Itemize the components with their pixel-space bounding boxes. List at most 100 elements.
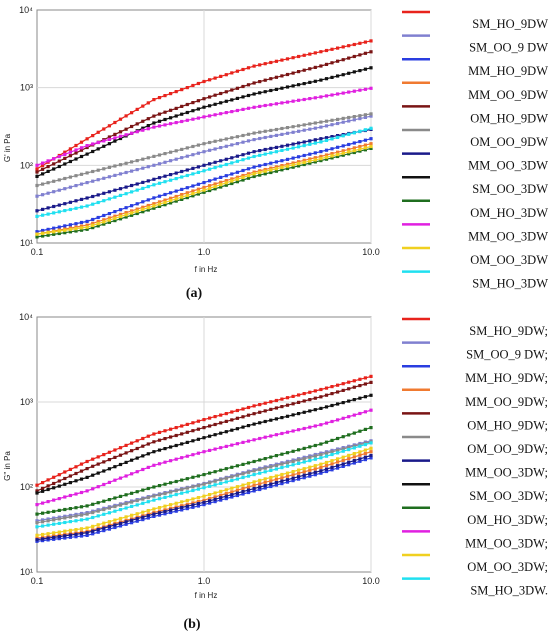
legend-label: SM_OO_3DW <box>472 182 548 196</box>
plot-a-tick-labels: 0.1 1.0 10.0 10¹ 10² 10³ 10⁴ <box>19 5 380 257</box>
series-mm-oo-3dw- <box>35 408 373 507</box>
legend-label: SM_OO_9 DW <box>469 41 548 55</box>
legend-label: SM_OO_3DW; <box>469 489 548 503</box>
x-tick-label: 10.0 <box>362 247 380 257</box>
series-sm-ho-9dw <box>35 39 373 171</box>
series-mm-ho-9dw- <box>35 456 373 543</box>
series-line <box>36 409 372 506</box>
series-line <box>36 143 372 235</box>
y-tick-label: 10² <box>20 482 33 492</box>
x-axis-label-b: f in Hz <box>195 591 218 600</box>
series-line <box>36 454 372 541</box>
series-om-ho-3dw- <box>35 426 373 516</box>
series-sm-ho-3dw- <box>35 441 373 529</box>
y-tick-label: 10³ <box>20 397 33 407</box>
data-point <box>35 525 39 529</box>
series-mm-ho-9dw <box>35 137 373 234</box>
series-line <box>36 87 372 166</box>
series-om-ho-9dw- <box>35 380 373 493</box>
series-mm-oo-3dw <box>35 86 373 167</box>
series-line <box>36 128 372 212</box>
series-line <box>36 442 372 528</box>
series-sm-oo-3dw- <box>35 393 373 495</box>
data-point <box>35 232 39 236</box>
legend-b: SM_HO_9DW; SM_OO_9 DW; MM_HO_9DW; MM_OO_9DW… <box>402 317 548 598</box>
data-point <box>35 533 39 537</box>
series-sm-ho-9dw- <box>35 374 373 487</box>
legend-label: OM_HO_3DW <box>470 206 548 220</box>
legend-label: MM_OO_3DW; <box>465 466 548 480</box>
legend-label: OM_OO_9DW <box>470 135 548 149</box>
series-line <box>36 115 372 197</box>
legend-label: MM_HO_9DW <box>468 64 548 78</box>
y-axis-label-b: G'' in Pa <box>3 451 12 481</box>
series-line <box>36 457 372 542</box>
legend-label: MM_HO_9DW; <box>465 371 548 385</box>
legend-label: SM_HO_9DW; <box>469 324 548 338</box>
data-point <box>369 86 373 90</box>
x-tick-label: 1.0 <box>198 576 211 586</box>
series-line <box>36 441 372 524</box>
series-om-oo-3dw- <box>35 446 373 537</box>
series-mm-oo-3dw- <box>35 453 373 542</box>
legend-label: OM_OO_9DW; <box>467 442 548 456</box>
legend-label: OM_HO_9DW <box>470 111 548 125</box>
series-line <box>36 427 372 515</box>
legend-a: SM_HO_9DW SM_OO_9 DW MM_HO_9DW MM_OO_9DW OM_… <box>402 10 548 291</box>
series-line <box>36 67 372 177</box>
panel-caption-b: (b) <box>183 617 200 632</box>
data-point <box>369 126 373 130</box>
panel-caption-a: (a) <box>186 286 203 301</box>
series-line <box>36 147 372 238</box>
legend-label: OM_OO_3DW; <box>467 560 548 574</box>
x-axis-label-a: f in Hz <box>195 265 218 274</box>
series-mm-oo-3dw <box>35 127 373 213</box>
series-sm-oo-9-dw <box>35 114 373 198</box>
legend-label: SM_HO_3DW. <box>470 584 548 598</box>
series-line <box>36 40 372 170</box>
series-line <box>36 375 372 486</box>
legend-label: MM_OO_9DW <box>468 88 548 102</box>
series-line <box>36 138 372 233</box>
plot-b-series <box>35 374 373 543</box>
y-axis-label-a: G' in Pa <box>3 133 12 162</box>
legend-label: MM_OO_3DW <box>468 159 548 173</box>
legend-label: SM_HO_3DW <box>472 277 548 291</box>
legend-label: SM_OO_9 DW; <box>466 348 548 362</box>
data-point <box>35 230 39 234</box>
series-sm-ho-3dw <box>35 126 373 218</box>
y-tick-label: 10¹ <box>20 238 33 248</box>
series-om-ho-3dw <box>35 146 373 239</box>
series-line <box>36 394 372 494</box>
data-point <box>35 194 39 198</box>
legend-label: MM_OO_3DW <box>468 229 548 243</box>
y-tick-label: 10⁴ <box>19 312 33 322</box>
series-line <box>36 447 372 536</box>
y-tick-label: 10³ <box>20 83 33 93</box>
x-tick-label: 0.1 <box>31 247 44 257</box>
y-tick-label: 10⁴ <box>19 5 33 15</box>
series-line <box>36 113 372 187</box>
legend-label: OM_HO_9DW; <box>467 418 548 432</box>
series-line <box>36 381 372 492</box>
legend-label: OM_HO_3DW; <box>467 513 548 527</box>
plot-b-tick-labels: 0.1 1.0 10.0 10¹ 10² 10³ 10⁴ <box>19 312 380 586</box>
legend-label: SM_HO_9DW <box>472 17 548 31</box>
legend-label: MM_OO_9DW; <box>465 395 548 409</box>
y-tick-label: 10² <box>20 160 33 170</box>
series-line <box>36 145 372 235</box>
data-point <box>35 539 39 543</box>
series-om-oo-3dw <box>35 144 373 236</box>
x-tick-label: 1.0 <box>198 247 211 257</box>
legend-label: MM_OO_3DW; <box>465 536 548 550</box>
y-tick-label: 10¹ <box>20 567 33 577</box>
panel-b: 0.1 1.0 10.0 10¹ 10² 10³ 10⁴ f in Hz G'' in Pa… <box>3 312 548 632</box>
series-om-oo-9dw <box>35 112 373 188</box>
plot-a-series <box>35 39 373 239</box>
legend-label: OM_OO_3DW <box>470 253 548 267</box>
data-point <box>35 519 39 523</box>
x-tick-label: 0.1 <box>31 576 44 586</box>
data-point <box>369 66 373 70</box>
